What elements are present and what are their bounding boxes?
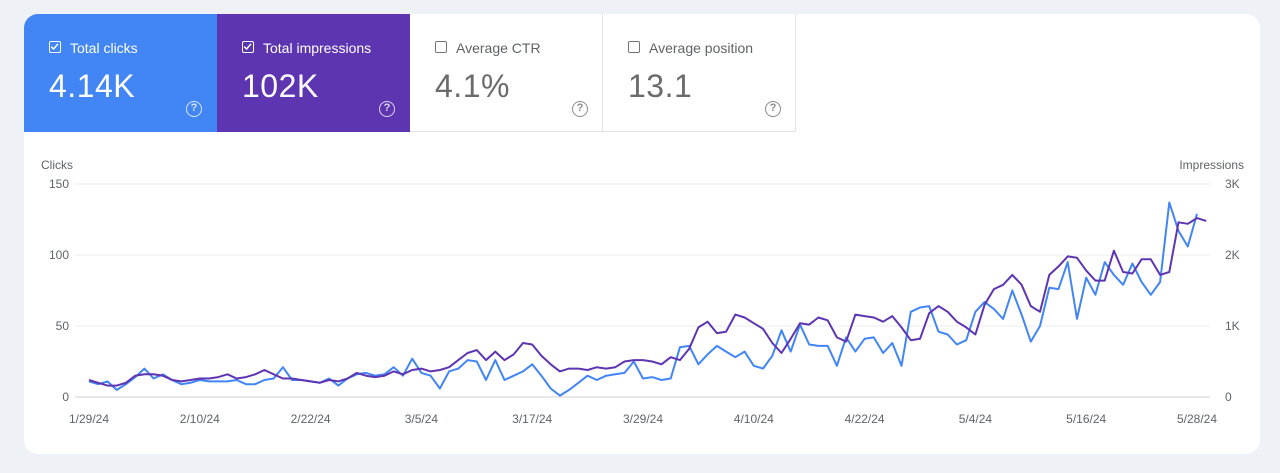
average-ctr-label: Average CTR	[456, 40, 541, 56]
total-impressions-value: 102K	[242, 68, 319, 104]
x-tick-label: 4/10/24	[734, 412, 774, 426]
right-tick-label: 1K	[1225, 319, 1240, 333]
total-clicks-label: Total clicks	[70, 40, 138, 56]
performance-card: Clicks Impressions 150 3K 100 2K 50 1K 0 0 1/29/24…	[24, 14, 1260, 454]
impressions-series-line	[88, 217, 1207, 387]
x-tick-label: 4/22/24	[845, 412, 885, 426]
x-tick-label: 3/17/24	[512, 412, 552, 426]
average-ctr-tab[interactable]: Average CTR 4.1% ?	[410, 14, 603, 132]
total-impressions-checkbox[interactable]	[242, 41, 254, 53]
left-tick-label: 0	[62, 390, 69, 404]
clicks-series-line	[88, 201, 1198, 397]
x-tick-label: 3/29/24	[623, 412, 663, 426]
total-clicks-tab[interactable]: Total clicks 4.14K ?	[24, 14, 217, 132]
right-axis-title: Impressions	[1179, 158, 1244, 172]
help-icon[interactable]: ?	[379, 101, 395, 117]
x-tick-label: 5/4/24	[959, 412, 993, 426]
left-tick-label: 50	[56, 319, 70, 333]
right-tick-label: 0	[1225, 390, 1232, 404]
x-tick-label: 1/29/24	[69, 412, 109, 426]
right-tick-label: 3K	[1225, 177, 1240, 191]
left-tick-label: 100	[49, 248, 69, 262]
total-clicks-checkbox[interactable]	[49, 41, 61, 53]
x-tick-label: 5/28/24	[1177, 412, 1217, 426]
average-position-value: 13.1	[628, 68, 693, 104]
x-tick-label: 2/22/24	[291, 412, 331, 426]
x-tick-label: 5/16/24	[1066, 412, 1106, 426]
right-tick-label: 2K	[1225, 248, 1240, 262]
average-position-tab[interactable]: Average position 13.1 ?	[603, 14, 796, 132]
average-ctr-value: 4.1%	[435, 68, 510, 104]
average-ctr-checkbox[interactable]	[435, 41, 447, 53]
average-position-label: Average position	[649, 40, 754, 56]
help-icon[interactable]: ?	[186, 101, 202, 117]
help-icon[interactable]: ?	[572, 101, 588, 117]
checkmark-icon	[243, 43, 252, 51]
average-position-checkbox[interactable]	[628, 41, 640, 53]
x-tick-label: 2/10/24	[180, 412, 220, 426]
left-tick-label: 150	[49, 177, 69, 191]
x-tick-label: 3/5/24	[405, 412, 439, 426]
metric-tabs: Total clicks 4.14K ? Total impressions 1…	[24, 14, 796, 132]
total-clicks-value: 4.14K	[49, 68, 136, 104]
checkmark-icon	[50, 43, 59, 51]
total-impressions-tab[interactable]: Total impressions 102K ?	[217, 14, 410, 132]
total-impressions-label: Total impressions	[263, 40, 372, 56]
help-icon[interactable]: ?	[765, 101, 781, 117]
left-axis-title: Clicks	[41, 158, 73, 172]
